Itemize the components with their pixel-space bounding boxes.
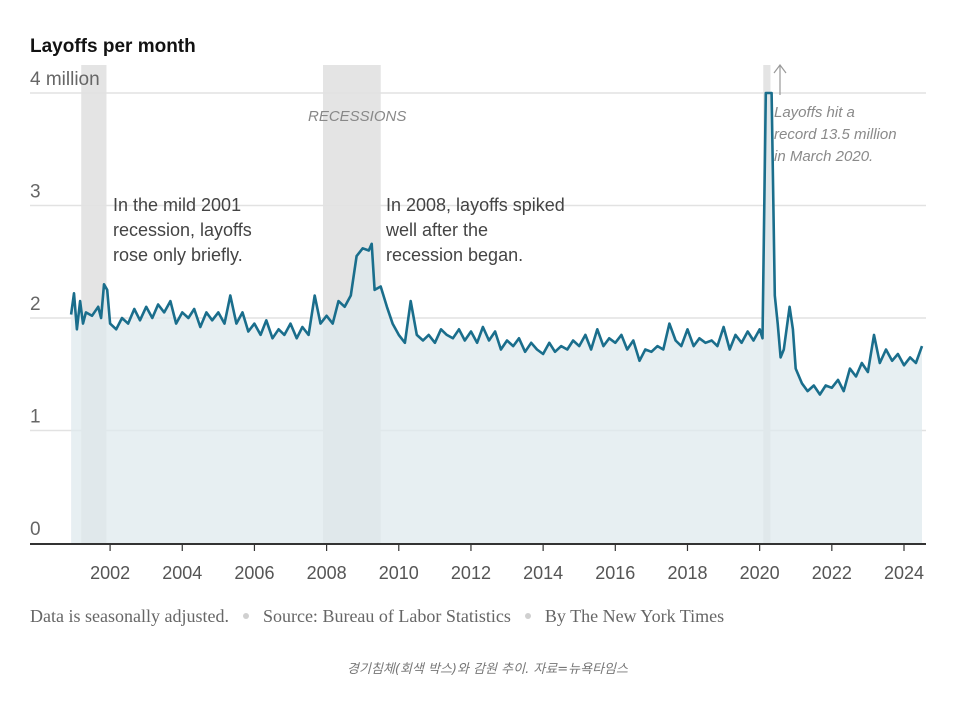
annotation-2008-line-3: recession began. (386, 245, 523, 265)
y-tick-label-0: 0 (30, 519, 41, 540)
image-caption: 경기침체(회색 박스)와 감원 추이. 자료=뉴욕타임스 (347, 662, 628, 677)
y-tick-label-1: 1 (30, 407, 41, 428)
footer-separator-dot (242, 613, 249, 620)
y-tick-label-4: 4 million (30, 69, 100, 90)
x-tick-label-2002: 2002 (90, 563, 130, 583)
footer-note: Data is seasonally adjusted. (30, 606, 229, 626)
recessions-label: RECESSIONS (308, 108, 406, 125)
x-tick-label-2012: 2012 (451, 563, 491, 583)
annotation-2020-line-3: in March 2020. (774, 148, 873, 165)
footer-credit: By The New York Times (544, 606, 725, 626)
x-tick-label-2004: 2004 (162, 563, 202, 583)
annotation-2020-line-2: record 13.5 million (774, 126, 897, 143)
x-tick-label-2024: 2024 (884, 563, 924, 583)
chart-title: Layoffs per month (30, 36, 196, 57)
layoffs-chart: Layoffs per month 0 1 2 3 4 million 2002 2004… (30, 36, 926, 583)
annotation-2008-line-1: In 2008, layoffs spiked (386, 195, 565, 215)
layoffs-area (71, 93, 923, 543)
x-tick-label-2008: 2008 (307, 563, 347, 583)
annotation-2001: In the mild 2001 recession, layoffs rose… (113, 195, 252, 265)
y-tick-label-3: 3 (30, 182, 41, 203)
x-tick-label-2014: 2014 (523, 563, 563, 583)
y-axis-ticks: 0 1 2 3 4 million (30, 69, 100, 540)
x-tick-label-2018: 2018 (667, 563, 707, 583)
x-tick-label-2016: 2016 (595, 563, 635, 583)
annotation-2008-line-2: well after the (385, 220, 488, 240)
y-tick-label-2: 2 (30, 294, 41, 315)
x-tick-label-2022: 2022 (812, 563, 852, 583)
x-tick-label-2020: 2020 (740, 563, 780, 583)
record-arrow-icon (773, 64, 787, 74)
annotation-2020-line-1: Layoffs hit a (774, 104, 855, 121)
x-axis-ticks: 2002 2004 2006 2008 2010 2012 2014 2016 2018 2020… (90, 544, 924, 583)
annotation-2001-line-1: In the mild 2001 (113, 195, 241, 215)
annotation-2020: Layoffs hit a record 13.5 million in Mar… (773, 64, 897, 165)
chart-footer: Data is seasonally adjusted. Source: Bure… (30, 606, 724, 627)
x-tick-label-2010: 2010 (379, 563, 419, 583)
layoffs-line (69, 91, 924, 396)
annotation-2008: In 2008, layoffs spiked well after the r… (385, 195, 565, 265)
footer-separator-dot (524, 613, 531, 620)
footer-source: Source: Bureau of Labor Statistics (262, 606, 511, 626)
annotation-2001-line-3: rose only briefly. (113, 245, 243, 265)
x-tick-label-2006: 2006 (234, 563, 274, 583)
annotation-2001-line-2: recession, layoffs (113, 220, 252, 240)
